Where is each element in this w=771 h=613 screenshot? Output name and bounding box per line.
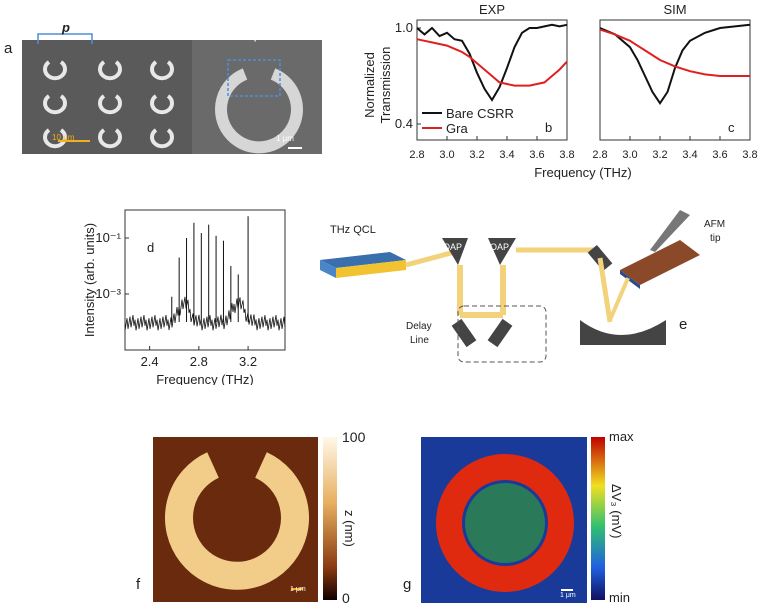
y-axis-label-line2: Transmission xyxy=(378,47,393,124)
y-tick-label: 10⁻¹ xyxy=(95,230,121,245)
x-tick-label: 2.4 xyxy=(141,354,159,369)
colorbar-g-top: max xyxy=(609,429,634,444)
x-tick-label: 3.6 xyxy=(529,149,544,161)
y-tick-label: 1.0 xyxy=(395,20,413,35)
x-tick-label: 3.0 xyxy=(439,149,454,161)
panel-e-letter: e xyxy=(679,316,688,333)
oap-mirror-2 xyxy=(488,238,516,265)
scale-bar-g: 1 μm xyxy=(560,592,576,599)
series-line-bare-csrr xyxy=(599,23,751,105)
y-tick-label: 10⁻³ xyxy=(95,286,121,301)
oap-mirror-1 xyxy=(442,238,468,265)
panel-a-letter: a xyxy=(4,40,13,57)
colorbar-f-label: z (nm) xyxy=(342,510,357,547)
colorbar-f-top: 100 xyxy=(342,429,366,445)
x-tick-label: 3.8 xyxy=(742,149,757,161)
chart-title-0: EXP xyxy=(479,2,505,17)
y-axis-label-d: Intensity (arb. units) xyxy=(82,223,97,337)
period-label: p xyxy=(62,20,70,35)
x-axis-label-d: Frequency (THz) xyxy=(156,372,254,385)
colorbar-f xyxy=(323,437,337,600)
scale-bar-f: 1 μm xyxy=(290,586,306,593)
x-axis-label: Frequency (THz) xyxy=(534,165,632,180)
plot-frame-0 xyxy=(416,19,568,141)
setup-schematic xyxy=(320,210,700,363)
colorbar-g xyxy=(591,437,605,600)
x-tick-label: 3.8 xyxy=(559,149,574,161)
x-tick-label: 2.8 xyxy=(409,149,424,161)
delay-label-1: Delay xyxy=(406,321,432,332)
csrr-array xyxy=(43,60,174,149)
scale-bar-right: 1 μm xyxy=(276,134,294,143)
plot-frame-1 xyxy=(599,19,751,141)
afm-label-2: tip xyxy=(710,233,721,244)
plot-frame-d xyxy=(124,209,286,351)
colorbar-f-bottom: 0 xyxy=(342,590,350,606)
afm-topography-image xyxy=(153,437,318,602)
qcl-label: THz QCL xyxy=(330,224,376,236)
series-line-gra xyxy=(599,28,750,77)
afm-tip xyxy=(650,210,690,252)
x-tick-label: 3.2 xyxy=(469,149,484,161)
panel-letter-b: b xyxy=(545,120,552,135)
panel-g-letter: g xyxy=(403,576,412,593)
x-tick-label: 3.2 xyxy=(652,149,667,161)
legend-entry: Gra xyxy=(446,121,468,136)
noise-floor xyxy=(124,296,286,331)
nearfield-map-image xyxy=(421,437,587,603)
panel-a-sem-image xyxy=(22,33,322,154)
delay-line-box xyxy=(457,305,547,363)
graphene-label: Graphene xyxy=(232,27,290,42)
series-line-bare-csrr xyxy=(416,23,568,102)
transmission-charts: EXP 2.8 3.0 3.2 3.4 3.6 3.8 1.0 0.4 b SIM 2.8 3.0 3.2… xyxy=(362,2,758,180)
x-tick-label: 3.4 xyxy=(499,149,514,161)
y-axis-label-line1: Normalized xyxy=(362,52,377,118)
x-tick-label: 3.0 xyxy=(622,149,637,161)
single-csrr xyxy=(215,68,303,154)
sample-chip xyxy=(620,240,700,285)
x-tick-label: 2.8 xyxy=(190,354,208,369)
chart-title-1: SIM xyxy=(663,2,686,17)
delay-label-2: Line xyxy=(410,335,429,346)
x-tick-label: 3.4 xyxy=(682,149,697,161)
panel-letter-c: c xyxy=(728,120,735,135)
y-tick-label: 0.4 xyxy=(395,116,413,131)
x-tick-label: 3.6 xyxy=(712,149,727,161)
oap-label-1: OAP xyxy=(443,242,463,252)
panel-letter-d: d xyxy=(147,240,154,255)
series-line-gra xyxy=(416,38,568,87)
scale-bar-left: 10 μm xyxy=(52,133,75,142)
x-tick-label: 3.2 xyxy=(239,354,257,369)
parabolic-mirror xyxy=(580,320,666,345)
legend-entry: Bare CSRR xyxy=(446,106,514,121)
colorbar-g-label: ΔV₃ (mV) xyxy=(609,484,624,539)
panel-f-letter: f xyxy=(136,576,141,593)
colorbar-g-bottom: min xyxy=(609,590,630,605)
x-tick-label: 2.8 xyxy=(592,149,607,161)
oap-label-2: OAP xyxy=(490,242,510,252)
afm-label-1: AFM xyxy=(704,219,726,230)
